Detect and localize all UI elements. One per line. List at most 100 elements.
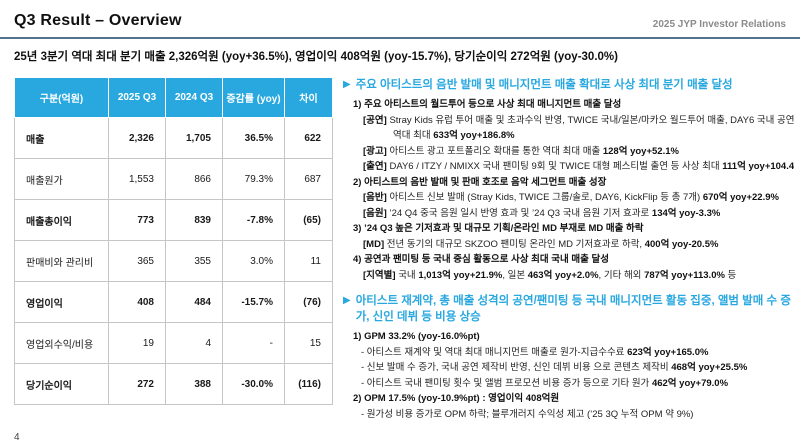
main-content: 구분(억원) 2025 Q3 2024 Q3 증감률 (yoy) 차이 매출 2,326 1… <box>0 64 800 422</box>
detail-text: - 원가성 비용 증가로 OPM 하락; 블루개러지 수익성 제고 (’25 3… <box>361 408 694 420</box>
detail-text: - 아티스트 국내 팬미팅 횟수 및 앨범 프로모션 비용 증가 등으로 기타 … <box>361 377 652 389</box>
slide-header: Q3 Result – Overview 2025 JYP Investor R… <box>0 0 800 39</box>
table-cell: 408 <box>108 281 166 323</box>
highlight-value: 134억 yoy-3.3% <box>651 207 721 219</box>
highlight-value: [MD] <box>363 238 387 250</box>
detail-text: DAY6 / ITZY / NMIXX 국내 팬미팅 9회 및 TWICE 대형… <box>389 161 723 173</box>
page-number: 4 <box>14 432 20 443</box>
highlight-value: 633억 yoy+186.8% <box>433 130 515 142</box>
table-cell: 687 <box>284 158 333 200</box>
table-cell: 866 <box>165 158 223 200</box>
highlight-value: 408억원 <box>525 393 560 405</box>
table-header-cell: 2024 Q3 <box>165 77 223 118</box>
detail-text: , 기타 해외 <box>598 269 645 281</box>
highlight-value: 400억 yoy-20.5% <box>644 238 719 250</box>
detail-text: Stray Kids 유럽 투어 매출 및 초과수익 반영, TWICE 국내/… <box>389 114 794 126</box>
highlight-value: 670억 yoy+22.9% <box>702 192 779 204</box>
highlight-value: 463억 yoy+2.0% <box>527 269 599 281</box>
highlight-value: 2) OPM 17.5% (yoy-10.9%pt) <box>353 393 480 405</box>
table-cell: 839 <box>165 199 223 241</box>
table-cell: 484 <box>165 281 223 323</box>
detail-line: - 아티스트 국내 팬미팅 횟수 및 앨범 프로모션 비용 증가 등으로 기타 … <box>343 376 794 392</box>
detail-text: 아티스트 신보 발매 (Stray Kids, TWICE 그룹/솔로, DAY… <box>389 192 703 204</box>
table-cell: (116) <box>284 363 333 405</box>
table-cell: 4 <box>165 322 223 364</box>
detail-line: - 신보 발매 수 증가, 국내 공연 제작비 반영, 신인 데뷔 비용 으로 … <box>343 360 794 376</box>
detail-line: 4) 공연과 팬미팅 등 국내 중심 활동으로 사상 최대 국내 매출 달성 <box>343 252 794 268</box>
detail-text: 국내 <box>398 269 419 281</box>
table-cell: -15.7% <box>222 281 285 323</box>
detail-line: 1) 주요 아티스트의 월드투어 등으로 사상 최대 매니지먼트 매출 달성 <box>343 97 794 113</box>
table-cell: 1,553 <box>108 158 166 200</box>
detail-line: [음반] 아티스트 신보 발매 (Stray Kids, TWICE 그룹/솔로… <box>343 190 794 206</box>
table-header-row: 구분(억원) 2025 Q3 2024 Q3 증감률 (yoy) 차이 <box>14 77 333 118</box>
detail-line: [공연] Stray Kids 유럽 투어 매출 및 초과수익 반영, TWIC… <box>343 113 794 129</box>
highlight-value: 1) GPM 33.2% (yoy-16.0%pt) <box>353 331 480 343</box>
table-head: 구분(억원) 2025 Q3 2024 Q3 증감률 (yoy) 차이 <box>14 77 333 118</box>
table-cell: (76) <box>284 281 333 323</box>
financial-table: 구분(억원) 2025 Q3 2024 Q3 증감률 (yoy) 차이 매출 2,326 1… <box>14 77 333 405</box>
table-cell: 15 <box>284 322 333 364</box>
table-cell: 36.5% <box>222 117 285 159</box>
row-label-cell: 매출총이익 <box>14 199 109 241</box>
detail-text: 역대 최대 <box>393 130 434 142</box>
table-body: 매출 2,326 1,705 36.5% 622 매출원가 1,553 866 79.3% 687… <box>14 117 333 405</box>
section-heading: ▶ 아티스트 재계약, 총 매출 성격의 공연/팬미팅 등 국내 매니지먼트 활동… <box>343 293 794 325</box>
table-cell: 773 <box>108 199 166 241</box>
detail-line: [출연] DAY6 / ITZY / NMIXX 국내 팬미팅 9회 및 TWI… <box>343 159 794 175</box>
row-label-cell: 매출원가 <box>14 158 109 200</box>
subtitle: 25년 3분기 역대 최대 분기 매출 2,326억원 (yoy+36.5%),… <box>14 51 618 63</box>
table-row: 영업외수익/비용 19 4-15 <box>14 322 333 364</box>
right-panel: ▶ 주요 아티스트의 음반 발매 및 매니지먼트 매출 확대로 사상 최대 분기 … <box>343 77 794 422</box>
highlight-value: 4) 공연과 팬미팅 등 국내 중심 활동으로 사상 최대 국내 매출 달성 <box>353 254 609 266</box>
highlight-value: 623억 yoy+165.0% <box>627 346 709 358</box>
detail-text: - 아티스트 재계약 및 역대 최대 매니지먼트 매출로 원가-지급수수료 <box>361 346 628 358</box>
highlight-value: 468억 yoy+25.5% <box>671 362 748 374</box>
highlight-value: 128억 yoy+52.1% <box>602 145 679 157</box>
table-cell: - <box>222 322 285 364</box>
detail-text: ’24 Q4 중국 음원 일시 반영 효과 및 ’24 Q3 국내 음원 기저 … <box>389 207 652 219</box>
highlight-value: [공연] <box>363 114 390 126</box>
page-title: Q3 Result – Overview <box>14 12 182 29</box>
table-cell: 365 <box>108 240 166 282</box>
table-row: 매출총이익 773 839 -7.8% (65) <box>14 199 333 241</box>
detail-line: 1) GPM 33.2% (yoy-16.0%pt) <box>343 329 794 345</box>
highlight-value: 787억 yoy+113.0% <box>644 269 725 281</box>
table-header-cell: 차이 <box>284 77 333 118</box>
highlight-value: 1) 주요 아티스트의 월드투어 등으로 사상 최대 매니지먼트 매출 달성 <box>353 99 622 111</box>
table-row: 영업이익 408 484 -15.7% (76) <box>14 281 333 323</box>
table-row: 판매비와 관리비 365 355 3.0% 11 <box>14 240 333 282</box>
detail-text: - 신보 발매 수 증가, 국내 공연 제작비 반영, 신인 데뷔 비용 으로 … <box>361 362 672 374</box>
table-cell: (65) <box>284 199 333 241</box>
table-cell: -30.0% <box>222 363 285 405</box>
table-cell: 355 <box>165 240 223 282</box>
detail-text: , 일본 <box>502 269 528 281</box>
section-heading-text: 주요 아티스트의 음반 발매 및 매니지먼트 매출 확대로 사상 최대 분기 매… <box>355 79 733 91</box>
table-cell: 3.0% <box>222 240 285 282</box>
detail-text: 등 <box>724 269 737 281</box>
detail-text: : 영업이익 <box>479 393 526 405</box>
detail-line: 2) OPM 17.5% (yoy-10.9%pt) : 영업이익 408억원 <box>343 391 794 407</box>
highlight-value: 2) 아티스트의 음반 발매 및 판매 호조로 음악 세그먼트 매출 성장 <box>353 176 607 188</box>
table-cell: -7.8% <box>222 199 285 241</box>
highlight-value: 462억 yoy+79.0% <box>651 377 729 389</box>
row-label-cell: 매출 <box>14 117 109 159</box>
detail-text: 아티스트 광고 포트폴리오 확대를 통한 역대 최대 매출 <box>389 145 603 157</box>
arrow-icon: ▶ <box>343 79 351 90</box>
detail-line: 2) 아티스트의 음반 발매 및 판매 호조로 음악 세그먼트 매출 성장 <box>343 175 794 191</box>
table-cell: 79.3% <box>222 158 285 200</box>
highlight-value: [음반] <box>363 192 390 204</box>
detail-line: [음원] ’24 Q4 중국 음원 일시 반영 효과 및 ’24 Q3 국내 음… <box>343 206 794 222</box>
detail-line: [광고] 아티스트 광고 포트폴리오 확대를 통한 역대 최대 매출 128억 … <box>343 144 794 160</box>
detail-line: - 원가성 비용 증가로 OPM 하락; 블루개러지 수익성 제고 (’25 3… <box>343 407 794 423</box>
ir-label: 2025 JYP Investor Relations <box>652 19 786 30</box>
section-heading-text: 아티스트 재계약, 총 매출 성격의 공연/팬미팅 등 국내 매니지먼트 활동 … <box>355 295 791 324</box>
detail-line: [지역별] 국내 1,013억 yoy+21.9%, 일본 463억 yoy+2… <box>343 268 794 284</box>
table-header-cell: 2025 Q3 <box>108 77 166 118</box>
table-row: 매출원가 1,553 866 79.3% 687 <box>14 158 333 200</box>
row-label-cell: 영업이익 <box>14 281 109 323</box>
table-row: 매출 2,326 1,705 36.5% 622 <box>14 117 333 159</box>
highlight-value: 111억 yoy+104.4% <box>722 161 794 173</box>
row-label-cell: 판매비와 관리비 <box>14 240 109 282</box>
highlight-value: [음원] <box>363 207 390 219</box>
